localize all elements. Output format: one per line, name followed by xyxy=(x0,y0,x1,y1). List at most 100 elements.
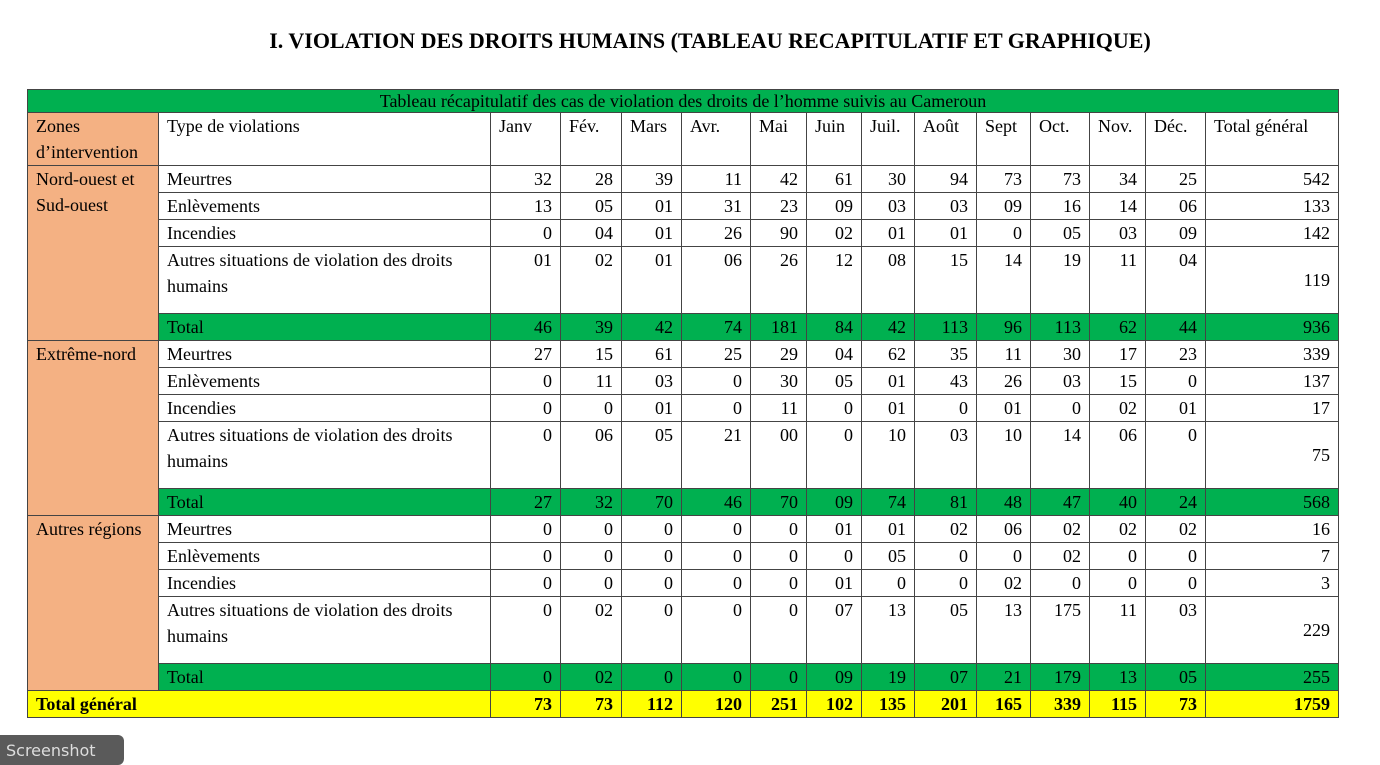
month-value: 09 xyxy=(976,192,1031,220)
table-row: Enlèvements 0 11 03 0 30 05 01 43 26 03 15 0 137 xyxy=(28,367,1339,395)
month-value: 0 xyxy=(976,219,1031,247)
row-total: 75 xyxy=(1205,421,1339,489)
table-row: Autres régions Meurtres 0 0 0 0 0 01 01 02 06 02 02 0… xyxy=(27,515,1339,691)
violation-type: Total xyxy=(158,313,491,341)
month-value: 0 xyxy=(490,542,561,570)
month-value: 0 xyxy=(1089,569,1146,597)
month-value: 01 xyxy=(861,394,915,422)
month-value: 30 xyxy=(861,165,915,193)
row-total: 568 xyxy=(1205,488,1339,516)
row-total: 255 xyxy=(1205,663,1339,691)
month-value: 21 xyxy=(681,421,751,489)
month-value: 0 xyxy=(806,421,862,489)
month-value: 96 xyxy=(976,313,1031,341)
table-row: Enlèvements 0 0 0 0 0 0 05 0 0 02 0 0 7 xyxy=(28,542,1339,570)
row-total: 3 xyxy=(1205,569,1339,597)
grand-total-value: 339 xyxy=(1030,690,1090,718)
month-value: 0 xyxy=(681,515,751,543)
month-value: 0 xyxy=(1030,569,1090,597)
violation-type: Total xyxy=(158,488,491,516)
column-header: Mai xyxy=(750,112,807,166)
column-header: Oct. xyxy=(1030,112,1090,166)
month-value: 61 xyxy=(621,340,682,368)
month-value: 0 xyxy=(621,542,682,570)
month-value: 16 xyxy=(1030,192,1090,220)
month-value: 12 xyxy=(806,246,862,314)
row-total: 7 xyxy=(1205,542,1339,570)
month-value: 01 xyxy=(806,515,862,543)
month-value: 0 xyxy=(681,596,751,664)
month-value: 0 xyxy=(806,542,862,570)
month-value: 06 xyxy=(681,246,751,314)
screenshot-tooltip: Screenshot xyxy=(0,735,124,765)
month-value: 26 xyxy=(976,367,1031,395)
month-value: 0 xyxy=(490,421,561,489)
month-value: 0 xyxy=(560,515,622,543)
month-value: 0 xyxy=(490,394,561,422)
column-header: Déc. xyxy=(1145,112,1206,166)
month-value: 74 xyxy=(681,313,751,341)
month-value: 01 xyxy=(976,394,1031,422)
month-value: 02 xyxy=(560,663,622,691)
month-value: 48 xyxy=(976,488,1031,516)
month-value: 09 xyxy=(1145,219,1206,247)
month-value: 02 xyxy=(560,246,622,314)
grand-total-value: 120 xyxy=(681,690,751,718)
month-value: 23 xyxy=(1145,340,1206,368)
month-value: 25 xyxy=(1145,165,1206,193)
month-value: 26 xyxy=(681,219,751,247)
month-value: 0 xyxy=(490,596,561,664)
month-value: 14 xyxy=(1030,421,1090,489)
month-value: 0 xyxy=(1089,542,1146,570)
month-value: 34 xyxy=(1089,165,1146,193)
column-header: Juil. xyxy=(861,112,915,166)
zone-name: Nord-ouest et Sud-ouest xyxy=(27,165,159,341)
month-value: 39 xyxy=(621,165,682,193)
table-row: Incendies 0 0 01 0 11 0 01 0 01 0 02 01 17 xyxy=(28,394,1339,422)
month-value: 02 xyxy=(976,569,1031,597)
month-value: 08 xyxy=(861,246,915,314)
month-value: 0 xyxy=(560,542,622,570)
month-value: 11 xyxy=(1089,246,1146,314)
row-total: 133 xyxy=(1205,192,1339,220)
violation-type: Total xyxy=(158,663,491,691)
month-value: 06 xyxy=(1089,421,1146,489)
month-value: 13 xyxy=(1089,663,1146,691)
violation-type: Incendies xyxy=(158,569,491,597)
month-value: 03 xyxy=(914,421,977,489)
month-value: 0 xyxy=(621,515,682,543)
month-value: 0 xyxy=(560,394,622,422)
grand-total-value: 73 xyxy=(560,690,622,718)
month-value: 05 xyxy=(914,596,977,664)
table-row: Incendies 0 0 0 0 0 01 0 0 02 0 0 0 3 xyxy=(28,569,1339,597)
month-value: 0 xyxy=(1145,421,1206,489)
month-value: 02 xyxy=(914,515,977,543)
zone-total-row: Total 0 02 0 0 0 09 19 07 21 179 13 05 255 xyxy=(28,663,1339,691)
month-value: 0 xyxy=(490,515,561,543)
month-value: 13 xyxy=(490,192,561,220)
month-value: 09 xyxy=(806,488,862,516)
month-value: 0 xyxy=(914,542,977,570)
month-value: 0 xyxy=(914,569,977,597)
grand-total-overall: 1759 xyxy=(1205,690,1339,718)
month-value: 0 xyxy=(621,663,682,691)
month-value: 01 xyxy=(914,219,977,247)
month-value: 84 xyxy=(806,313,862,341)
month-value: 24 xyxy=(1145,488,1206,516)
violation-type: Meurtres xyxy=(158,165,491,193)
month-value: 11 xyxy=(681,165,751,193)
month-value: 0 xyxy=(621,596,682,664)
month-value: 0 xyxy=(1145,367,1206,395)
month-value: 26 xyxy=(750,246,807,314)
month-value: 01 xyxy=(861,515,915,543)
month-value: 30 xyxy=(1030,340,1090,368)
grand-total-value: 73 xyxy=(1145,690,1206,718)
row-total: 16 xyxy=(1205,515,1339,543)
table-row: Nord-ouest et Sud-ouest Meurtres 32 28 39 11 4… xyxy=(27,165,1339,341)
month-value: 02 xyxy=(1089,515,1146,543)
column-header: Sept xyxy=(976,112,1031,166)
month-value: 175 xyxy=(1030,596,1090,664)
month-value: 113 xyxy=(914,313,977,341)
row-total: 17 xyxy=(1205,394,1339,422)
grand-total-value: 115 xyxy=(1089,690,1146,718)
